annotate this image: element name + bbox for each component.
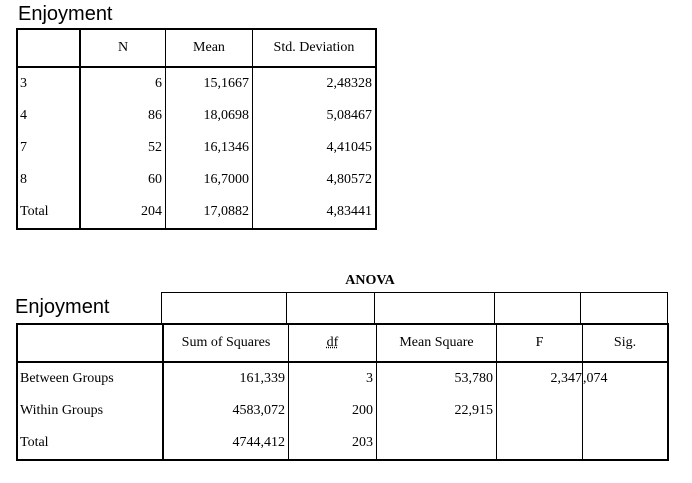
header-cell-mean: Mean	[165, 29, 253, 68]
table-row: 4 86 18,0698 5,08467	[17, 100, 376, 132]
row-label: 4	[17, 100, 81, 132]
cell-ss: 4583,072	[163, 395, 289, 427]
row-label: 8	[17, 164, 81, 196]
cell-sd: 4,80572	[326, 172, 373, 187]
cell-sig: ,074	[583, 371, 608, 386]
table-header-row: N Mean Std. Deviation	[17, 29, 376, 68]
cell-sd: 4,41045	[326, 140, 373, 155]
cell-mean: 15,1667	[165, 67, 253, 100]
cell-sig	[583, 395, 669, 427]
cell-n: 60	[80, 164, 166, 196]
header-cell-sig: Sig.	[582, 324, 668, 363]
cell-n: 204	[80, 196, 166, 229]
table-row: 7 52 16,1346 4,41045	[17, 132, 376, 164]
header-band-cell	[374, 292, 495, 325]
row-label: Total	[17, 196, 81, 229]
header-cell-empty	[17, 29, 81, 68]
cell-f	[496, 427, 583, 460]
cell-df: 203	[288, 427, 377, 460]
table-row: 8 60 16,7000 4,80572	[17, 164, 376, 196]
cell-mean: 18,0698	[165, 100, 253, 132]
descriptives-table: N Mean Std. Deviation 3 6 15,1667 2,4832…	[16, 28, 377, 230]
header-cell-mean-square: Mean Square	[376, 324, 497, 363]
cell-ms: 53,780	[376, 362, 497, 395]
table-row-total: Total 4744,412 203	[17, 427, 668, 460]
table-row-total: Total 204 17,0882 4,83441	[17, 196, 376, 229]
cell-ms	[376, 427, 497, 460]
header-cell-f: F	[496, 324, 583, 363]
anova-header-band	[161, 292, 668, 325]
header-band-cell	[494, 292, 581, 325]
header-cell-df: df	[288, 324, 377, 363]
cell-n: 86	[80, 100, 166, 132]
cell-mean: 16,7000	[165, 164, 253, 196]
cell-mean: 17,0882	[165, 196, 253, 229]
cell-f	[496, 395, 583, 427]
cell-mean: 16,1346	[165, 132, 253, 164]
table-row: 3 6 15,1667 2,48328	[17, 67, 376, 100]
header-band-cell	[581, 293, 668, 325]
header-cell-n: N	[80, 29, 166, 68]
row-label: 7	[17, 132, 81, 164]
row-label: 3	[17, 67, 81, 100]
anova-title: Enjoyment	[15, 296, 110, 318]
table-row: Between Groups 161,339 3 53,780 2,347 ,0…	[17, 362, 668, 395]
cell-sig	[583, 427, 669, 460]
cell-n: 52	[80, 132, 166, 164]
header-cell-empty	[17, 324, 164, 363]
header-cell-sum-of-squares: Sum of Squares	[163, 324, 289, 363]
cell-df: 200	[288, 395, 377, 427]
cell-n: 6	[80, 67, 166, 100]
cell-df: 3	[288, 362, 377, 395]
row-label: Between Groups	[17, 362, 164, 395]
table-header-row: Sum of Squares df Mean Square F Sig.	[17, 324, 668, 363]
cell-ms: 22,915	[376, 395, 497, 427]
header-band-cell	[286, 292, 375, 325]
cell-sd: 2,48328	[326, 76, 373, 91]
header-cell-std-deviation: Std. Deviation	[252, 29, 376, 68]
anova-table: Sum of Squares df Mean Square F Sig. Bet…	[16, 323, 669, 461]
cell-ss: 161,339	[163, 362, 289, 395]
cell-ss: 4744,412	[163, 427, 289, 460]
anova-caption: ANOVA	[345, 273, 395, 288]
cell-sd: 5,08467	[326, 108, 373, 123]
cell-sd: 4,83441	[326, 204, 373, 219]
cell-f: 2,347	[496, 362, 583, 395]
header-band-cell	[161, 292, 287, 325]
row-label: Total	[17, 427, 164, 460]
row-label: Within Groups	[17, 395, 164, 427]
descriptives-title: Enjoyment	[18, 3, 113, 25]
table-row: Within Groups 4583,072 200 22,915	[17, 395, 668, 427]
